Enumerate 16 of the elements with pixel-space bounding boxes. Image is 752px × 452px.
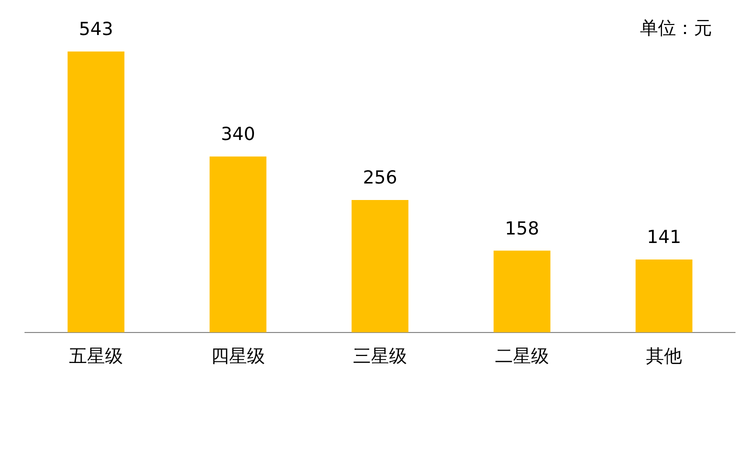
x-tick-label: 其他 bbox=[646, 346, 682, 367]
data-label: 256 bbox=[362, 168, 398, 189]
data-label: 340 bbox=[220, 124, 256, 146]
bar bbox=[494, 250, 550, 332]
text: 单位：元 bbox=[640, 17, 712, 40]
bar bbox=[210, 156, 266, 332]
bar bbox=[636, 259, 692, 332]
bar bbox=[68, 51, 124, 332]
data-label: 158 bbox=[504, 218, 540, 240]
x-tick-label: 三星级 bbox=[353, 346, 407, 367]
x-tick-label: 五星级 bbox=[69, 346, 123, 367]
x-tick-label: 四星级 bbox=[211, 346, 265, 367]
x-tick-label: 二星级 bbox=[495, 346, 549, 367]
data-label: 543 bbox=[78, 19, 114, 40]
data-label: 141 bbox=[646, 227, 682, 248]
bar bbox=[352, 200, 408, 332]
